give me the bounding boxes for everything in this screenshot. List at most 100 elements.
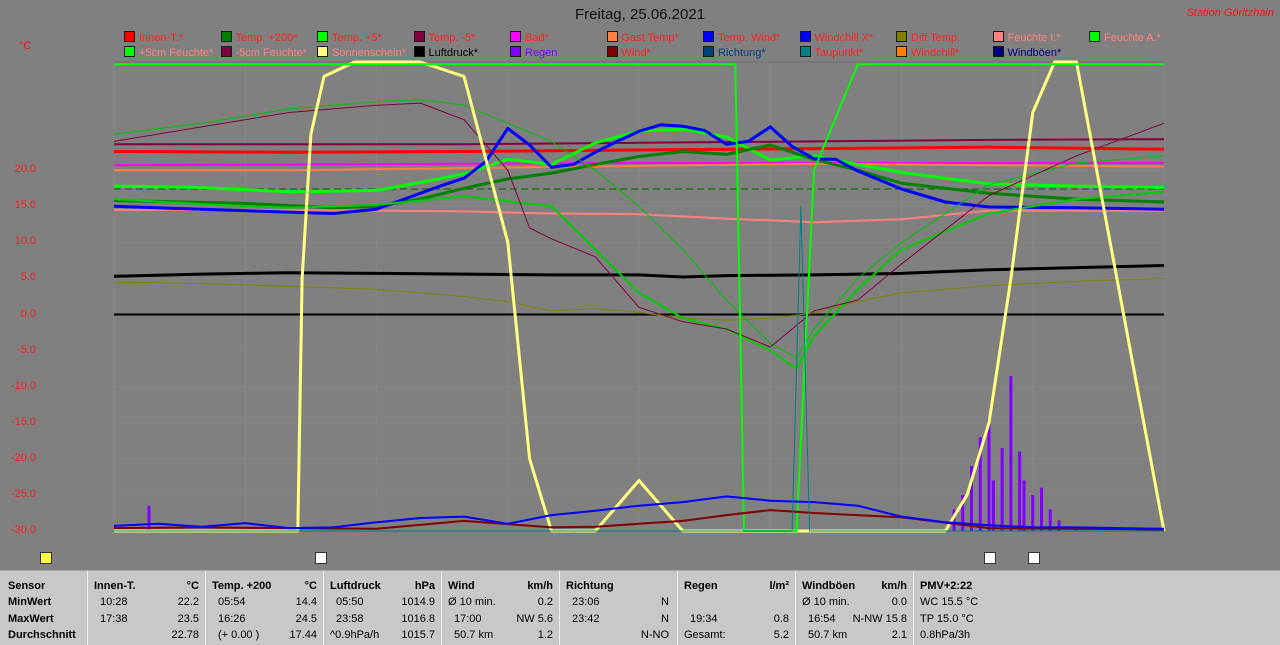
rain-bar: [1040, 487, 1043, 531]
hdr-innen: Innen-T.: [94, 580, 136, 592]
y-tick-label: -10.0: [10, 379, 36, 392]
regen-max-time: 19:34: [690, 613, 718, 625]
legend-swatch: [220, 31, 232, 42]
unit-regen: l/m²: [769, 580, 789, 592]
legend-item-windb-en: Windböen*: [992, 46, 1062, 60]
wind-max-time: 17:00: [454, 613, 482, 625]
temp200-min-val: 14.4: [295, 596, 317, 608]
rain-bar: [1057, 520, 1061, 531]
temp200-max-time: 16:26: [218, 613, 246, 625]
legend-swatch: [896, 46, 907, 57]
legend-item-temp-5: Temp. +5*: [317, 31, 382, 45]
station-name: Station Göritzhain: [1186, 7, 1274, 19]
y-tick-label: 0.0: [20, 307, 36, 320]
legend-swatch: [992, 31, 1004, 42]
windboeen-max-val: N-NW 15.8: [852, 613, 907, 625]
y-tick-label: -30.0: [10, 524, 36, 536]
luftdruck-min-val: 1014.9: [401, 596, 435, 608]
legend-item-bad: Bad*: [510, 31, 549, 45]
legend-item-innen-t: Innen-T.*: [124, 31, 183, 45]
wind-min-label: Ø 10 min.: [448, 596, 496, 608]
series-windchill-x: [113, 190, 1165, 370]
windboeen-min-label: Ø 10 min.: [802, 596, 850, 608]
pmv-windchill: WC 15.5 °C: [920, 596, 979, 608]
legend-swatch: [703, 46, 714, 57]
legend-label: Temp. +5*: [332, 32, 382, 44]
legend-label: Bad*: [525, 32, 549, 44]
luftdruck-min-time: 05:50: [336, 596, 364, 608]
legend-item-temp-5: Temp. -5*: [413, 31, 476, 45]
legend-swatch: [413, 46, 425, 57]
legend-item-gast-temp: Gast Temp*: [606, 31, 679, 45]
legend-swatch: [992, 46, 1004, 57]
legend-swatch: [413, 31, 425, 42]
wind-max-val: NW 5.6: [516, 613, 553, 625]
rain-bar: [1022, 480, 1026, 531]
temp200-trend: (+ 0.00 ): [218, 629, 260, 641]
hdr-pmv: PMV+2:22: [920, 580, 973, 592]
pmv-taupunkt: TP 15.0 °C: [920, 613, 974, 625]
stats-table: Sensor MinWert MaxWert Durchschnitt Inne…: [0, 570, 1280, 645]
richtung-max-val: N: [661, 613, 669, 625]
row-max-label: MaxWert: [8, 613, 54, 625]
regen-total-val: 5.2: [773, 629, 789, 641]
series-5cm-feuchte: [113, 102, 1165, 348]
innen-avg-val: 22.78: [171, 629, 199, 641]
legend-label: Wind*: [621, 47, 651, 59]
rain-bar: [1031, 494, 1035, 531]
col-regen: Regen l/m² 19:34 0.8 Gesamt: 5.2: [678, 571, 796, 645]
hdr-luftdruck: Luftdruck: [330, 580, 381, 592]
hdr-windboeen: Windböen: [802, 580, 856, 592]
legend-item-temp-200: Temp. +200*: [220, 31, 298, 45]
windboeen-max-time: 16:54: [808, 613, 836, 625]
temp200-max-val: 24.5: [295, 613, 317, 625]
windboeen-distance: 50.7 km: [808, 629, 848, 641]
legend-item-luftdruck: Luftdruck*: [413, 46, 478, 60]
rain-bar: [952, 509, 956, 531]
legend-label: +5cm Feuchte*: [139, 47, 214, 59]
richtung-max-time: 23:42: [572, 613, 600, 625]
chart-title: Freitag, 25.06.2021: [574, 6, 706, 23]
plot-svg: [113, 60, 1166, 533]
series-taupunkt: [114, 205, 1164, 532]
luftdruck-avg-val: 1015.7: [401, 629, 435, 641]
col-innen: Innen-T. °C 10:28 22.2 17:38 23.5 22.78: [88, 571, 206, 645]
rain-bar: [991, 480, 995, 531]
legend-label: Windchill*: [911, 47, 960, 59]
luftdruck-max-val: 1016.8: [401, 613, 435, 625]
rain-bar: [1018, 451, 1022, 531]
rain-bar: [1048, 509, 1052, 531]
y-tick-label: -25.0: [10, 487, 36, 500]
row-avg-label: Durchschnitt: [8, 629, 76, 641]
legend-item-windchill-x: Windchill X*: [799, 31, 873, 45]
rain-bar: [970, 466, 973, 531]
legend-swatch: [317, 31, 328, 42]
series-temp-5: [113, 127, 1165, 194]
legend-swatch: [510, 46, 521, 57]
series-5cm-feuchte: [113, 99, 1165, 359]
series-temp-200: [113, 143, 1165, 210]
series-windb-en: [113, 495, 1165, 530]
row-min-label: MinWert: [8, 596, 52, 608]
legend-swatch: [703, 31, 714, 42]
legend-item-feuchte-i: Feuchte I.*: [992, 31, 1061, 45]
innen-min-time: 10:28: [100, 596, 128, 608]
legend-swatch: [124, 31, 135, 42]
y-tick-label: -20.0: [10, 451, 36, 464]
legend-label: Temp. -5*: [428, 32, 476, 44]
wind-avg-val: 1.2: [537, 629, 553, 641]
y-tick-label: 5.0: [20, 271, 36, 284]
sun-marker: [40, 552, 52, 564]
legend-label: Windböen*: [1007, 47, 1062, 59]
legend-swatch: [1089, 31, 1100, 42]
pmv-pressure-trend: 0.8hPa/3h: [920, 629, 971, 641]
series-temp-wind: [113, 123, 1165, 215]
legend-swatch: [317, 46, 328, 57]
col-windboeen: Windböen km/h Ø 10 min. 0.0 16:54 N-NW 1…: [796, 571, 914, 645]
rain-bar: [1009, 375, 1013, 531]
col-richtung: Richtung 23:06 N 23:42 N N-NO: [560, 571, 678, 645]
weather-chart: Freitag, 25.06.2021 Station Göritzhain °…: [10, 6, 1274, 564]
legend-label: -5cm Feuchte*: [235, 47, 308, 59]
legend-label: Temp. Wind*: [718, 32, 781, 44]
col-sensor: Sensor MinWert MaxWert Durchschnitt: [0, 571, 88, 645]
